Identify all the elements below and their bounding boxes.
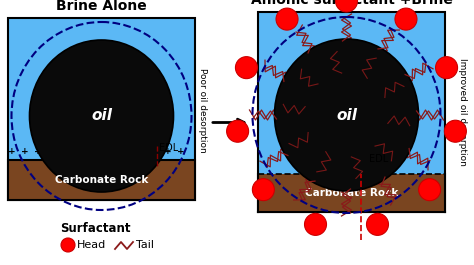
Circle shape: [419, 179, 441, 201]
Text: oil: oil: [336, 108, 357, 122]
Text: +: +: [60, 148, 68, 157]
Text: +: +: [177, 148, 185, 157]
Text: Tail: Tail: [136, 240, 154, 250]
Circle shape: [336, 0, 357, 12]
Text: Poor oil desorption: Poor oil desorption: [199, 68, 208, 152]
Text: +: +: [151, 148, 159, 157]
Text: +: +: [86, 148, 94, 157]
Circle shape: [276, 8, 298, 30]
Circle shape: [227, 120, 249, 142]
Circle shape: [366, 213, 389, 235]
Text: Carbonate Rock: Carbonate Rock: [305, 188, 398, 198]
Text: Surfactant: Surfactant: [60, 222, 130, 235]
Circle shape: [445, 120, 466, 142]
Text: +: +: [138, 148, 146, 157]
Circle shape: [304, 213, 327, 235]
Ellipse shape: [274, 39, 419, 191]
Text: +: +: [8, 148, 16, 157]
Text: +: +: [125, 148, 133, 157]
Bar: [8, 18, 195, 200]
Ellipse shape: [29, 40, 173, 192]
Text: +: +: [164, 148, 172, 157]
Text: EDL: EDL: [159, 143, 178, 153]
Circle shape: [236, 57, 257, 79]
Circle shape: [436, 57, 457, 79]
Text: Brine Alone: Brine Alone: [56, 0, 147, 13]
Text: +: +: [73, 148, 81, 157]
Text: oil: oil: [91, 108, 112, 123]
Text: +: +: [112, 148, 120, 157]
Circle shape: [61, 238, 75, 252]
Bar: [8, 160, 195, 200]
Text: +: +: [47, 148, 55, 157]
Text: EDL: EDL: [370, 154, 389, 164]
Text: +: +: [34, 148, 42, 157]
Text: Carbonate Rock: Carbonate Rock: [55, 175, 148, 185]
Text: Anionic surfactant +Brine: Anionic surfactant +Brine: [251, 0, 453, 7]
Circle shape: [395, 8, 417, 30]
Text: +: +: [99, 148, 107, 157]
Circle shape: [252, 179, 274, 201]
Bar: [258, 174, 445, 212]
Text: +: +: [21, 148, 29, 157]
Text: Head: Head: [77, 240, 106, 250]
Text: Improved oil desorption: Improved oil desorption: [458, 58, 467, 166]
Bar: [258, 12, 445, 212]
